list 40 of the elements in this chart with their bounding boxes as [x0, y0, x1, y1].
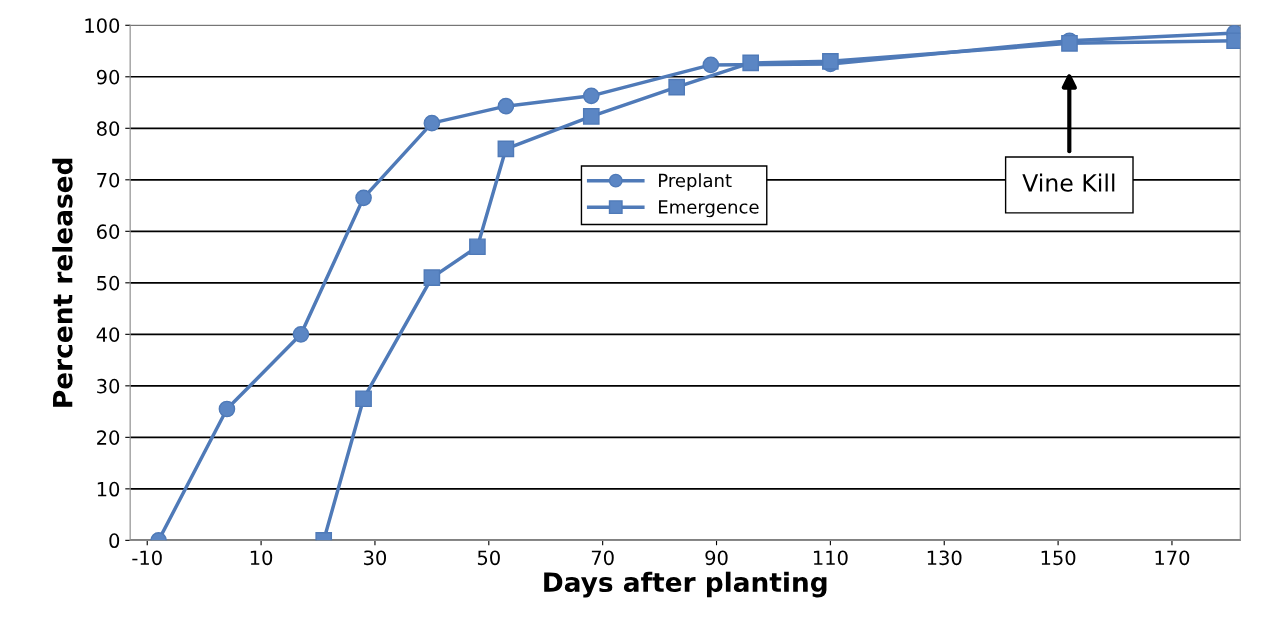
legend-label: Preplant [659, 173, 732, 191]
point [497, 97, 515, 115]
point [582, 108, 600, 125]
point [742, 54, 760, 72]
point [702, 56, 720, 74]
point [355, 390, 372, 408]
x-tick-label: 150 [1041, 550, 1076, 566]
y-tick-label: 40 [96, 327, 120, 342]
x-tick-label: 90 [705, 550, 728, 566]
y-tick-label: 0 [109, 533, 120, 549]
point [423, 114, 441, 132]
point [668, 78, 686, 96]
x-tick-label: 10 [250, 550, 273, 566]
y-tick-label: 50 [97, 275, 120, 291]
y-tick-label: 30 [97, 378, 120, 394]
y-tick-label: 90 [96, 69, 120, 85]
x-tick-label: 50 [477, 550, 500, 566]
x-tick-label: 30 [364, 550, 387, 566]
point [423, 269, 441, 287]
point [355, 189, 372, 207]
y-tick-label: 10 [97, 481, 120, 497]
x-tick-label: -10 [132, 550, 162, 566]
x-tick-label: 170 [1155, 550, 1190, 566]
y-tick-label: 60 [97, 224, 120, 239]
y-tick-label: 70 [97, 172, 120, 188]
point [292, 325, 310, 343]
y-axis-title: Percent released [52, 158, 73, 407]
point [497, 140, 515, 158]
legend-label: Emergence [659, 200, 759, 218]
x-tick-label: 130 [927, 550, 962, 566]
point [582, 87, 600, 105]
point [469, 238, 486, 256]
annotation: Vine Kill [1022, 173, 1115, 192]
point [218, 400, 236, 418]
x-axis-title: Days after planting [544, 571, 827, 598]
y-tick-label: 80 [97, 121, 120, 136]
x-tick-label: 110 [813, 550, 848, 566]
x-tick-label: 70 [591, 550, 614, 566]
y-tick-label: 20 [97, 430, 120, 446]
y-tick-label: 100 [85, 18, 120, 33]
